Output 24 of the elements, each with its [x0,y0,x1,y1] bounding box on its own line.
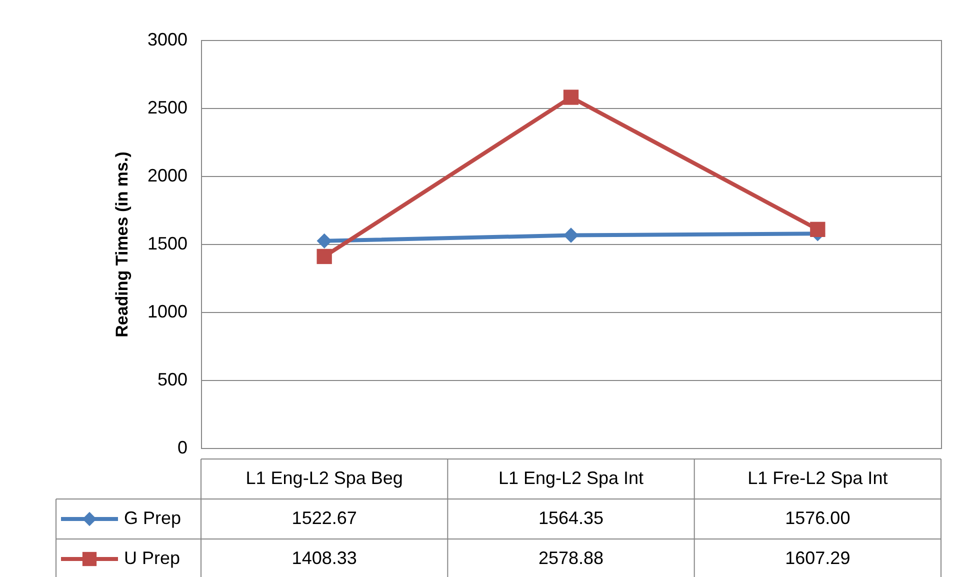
data-label: 1522.67 [292,508,357,528]
y-tick-label: 2500 [147,98,188,118]
point [316,233,332,248]
x-tick-label: L1 Eng-L2 Spa Beg [246,468,403,488]
data-label: 1408.33 [292,548,357,568]
point [563,228,579,243]
y-tick-label: 1000 [147,302,188,322]
data-label: 1576.00 [785,508,850,528]
legend-label: G Prep [124,508,182,528]
y-tick-label: 1500 [147,234,188,254]
data-label: 1564.35 [538,508,604,528]
x-tick-label: L1 Eng-L2 Spa Int [498,468,644,488]
y-tick-label: 0 [177,438,188,458]
legend-label: U Prep [124,548,180,568]
data-label: 1607.29 [785,548,850,568]
x-tick-label: L1 Fre-L2 Spa Int [748,468,888,488]
data-label: 2578.88 [538,548,604,568]
point [563,90,579,105]
y-tick-label: 3000 [147,30,188,50]
point [810,222,826,237]
point [316,248,332,264]
y-tick-label: 500 [157,370,188,390]
y-axis-title: Reading Times (in ms.) [112,152,132,338]
y-tick-label: 2000 [147,166,188,186]
